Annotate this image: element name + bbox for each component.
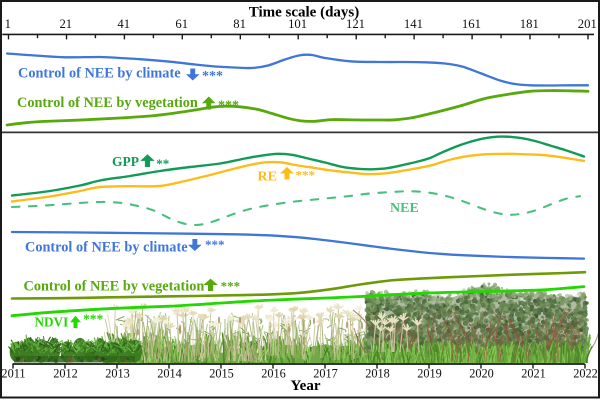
svg-text:2014: 2014 (157, 367, 182, 381)
svg-text:GPP: GPP (112, 154, 139, 169)
svg-text:61: 61 (175, 17, 188, 31)
svg-text:141: 141 (404, 17, 423, 31)
svg-text:201: 201 (578, 17, 597, 31)
svg-text:NEE: NEE (390, 201, 419, 216)
svg-text:***: *** (83, 312, 104, 327)
svg-text:Year: Year (291, 378, 321, 394)
svg-text:81: 81 (233, 17, 246, 31)
svg-text:2022: 2022 (573, 367, 598, 381)
svg-text:***: *** (296, 168, 316, 183)
svg-text:2019: 2019 (417, 367, 442, 381)
svg-text:101: 101 (288, 17, 307, 31)
svg-text:Time scale (days): Time scale (days) (249, 4, 360, 20)
svg-text:***: *** (202, 69, 223, 84)
svg-text:***: *** (221, 279, 241, 294)
svg-text:1: 1 (5, 17, 11, 31)
svg-text:***: *** (218, 99, 239, 114)
svg-text:2021: 2021 (521, 367, 546, 381)
svg-text:121: 121 (346, 17, 365, 31)
svg-text:2013: 2013 (105, 367, 130, 381)
svg-text:2015: 2015 (209, 367, 234, 381)
svg-text:***: *** (205, 237, 225, 252)
svg-text:181: 181 (520, 17, 539, 31)
svg-text:Control of NEE by climate: Control of NEE by climate (18, 66, 181, 82)
svg-text:Control of NEE by climate: Control of NEE by climate (25, 240, 188, 256)
svg-text:**: ** (156, 156, 169, 171)
svg-text:Control of NEE by vegetation: Control of NEE by vegetation (17, 95, 198, 111)
svg-text:NDVI: NDVI (35, 315, 69, 330)
svg-text:2016: 2016 (261, 367, 286, 381)
svg-text:2018: 2018 (365, 367, 390, 381)
svg-text:41: 41 (117, 17, 130, 31)
svg-text:2012: 2012 (53, 367, 78, 381)
svg-text:RE: RE (258, 170, 277, 185)
svg-text:2017: 2017 (313, 367, 338, 381)
svg-text:21: 21 (59, 17, 72, 31)
svg-text:2020: 2020 (469, 367, 494, 381)
svg-text:161: 161 (462, 17, 481, 31)
svg-text:Control of NEE by vegetation: Control of NEE by vegetation (24, 279, 205, 295)
svg-text:2011: 2011 (1, 367, 25, 381)
